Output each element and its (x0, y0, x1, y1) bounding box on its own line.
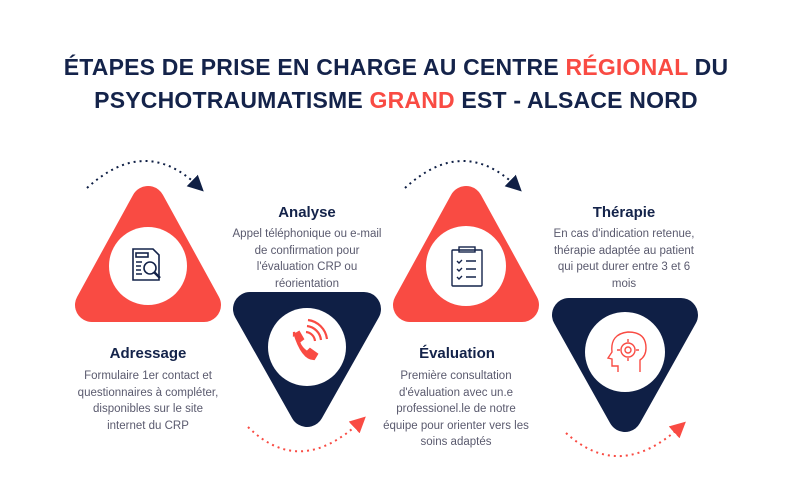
phone-ringing-icon (292, 318, 329, 361)
step-desc-adressage: Formulaire 1er contact et questionnaires… (77, 370, 219, 432)
title-text: ÉTAPES DE PRISE EN CHARGE AU CENTRE (63, 54, 566, 80)
dashed-arrow-4 (565, 421, 686, 457)
title-highlight: GRAND (369, 87, 455, 113)
step-desc-therapie: En cas d'indication retenue, thérapie ad… (553, 228, 695, 290)
dashed-arrow-3 (247, 416, 366, 453)
step-title-therapie: Thérapie (592, 204, 656, 221)
step-desc-evaluation: Première consultation d'évaluation avec … (383, 370, 529, 448)
title-highlight: RÉGIONAL (565, 54, 689, 80)
dashed-arrow-2 (404, 160, 522, 192)
step-desc-analyse: Appel téléphonique ou e-mail de confirma… (232, 228, 382, 290)
dashed-arrow-1 (86, 160, 204, 192)
title-line-1: ÉTAPES DE PRISE EN CHARGE AU CENTRE RÉGI… (0, 54, 792, 81)
clipboard-checklist-icon (451, 246, 483, 287)
title-text: EST - ALSACE NORD (454, 87, 698, 113)
step-title-analyse: Analyse (278, 204, 336, 221)
document-search-icon (132, 248, 161, 281)
step-title-evaluation: Évaluation (419, 345, 495, 362)
title-text: DU (688, 54, 729, 80)
title-text: PSYCHOTRAUMATISME (94, 87, 370, 113)
step-title-adressage: Adressage (109, 345, 187, 362)
head-gear-icon (606, 331, 647, 372)
title-line-2: PSYCHOTRAUMATISME GRAND EST - ALSACE NOR… (0, 87, 792, 114)
